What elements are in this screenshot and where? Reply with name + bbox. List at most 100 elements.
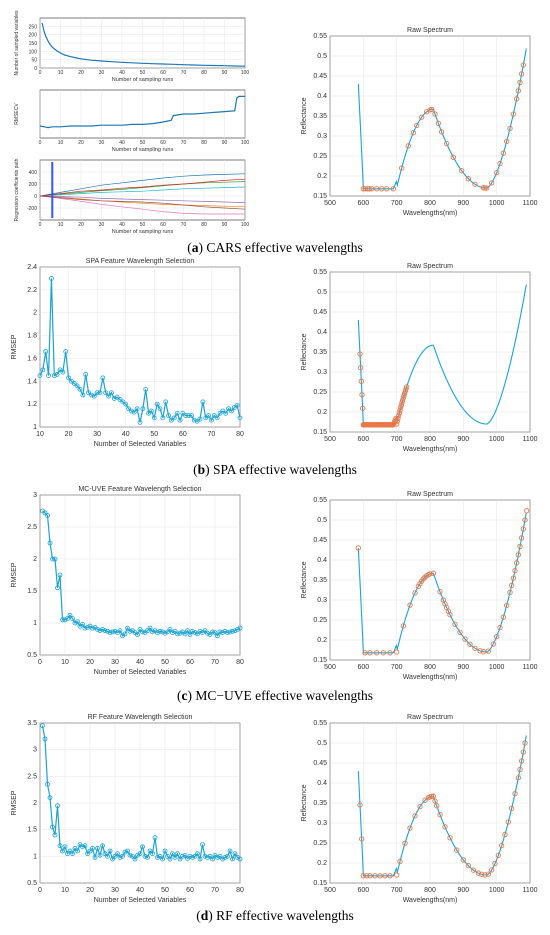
caption-a: (a) CARS effective wavelengths [187, 240, 363, 255]
selected-wavelength-marker [520, 526, 526, 532]
data-point [117, 855, 123, 860]
x-tick-label: 10 [58, 140, 64, 146]
data-point [115, 851, 120, 857]
selected-wavelength-marker [519, 758, 525, 764]
data-point [66, 375, 71, 381]
x-tick-label: 70 [211, 659, 219, 666]
selected-wavelength-marker [442, 824, 448, 830]
data-point [154, 401, 160, 407]
y-tick-label: 0.2 [317, 860, 327, 867]
data-point [180, 410, 186, 416]
data-point [137, 627, 143, 632]
y-tick-label: 200 [29, 33, 38, 39]
data-point [217, 629, 223, 635]
selected-wavelength-marker [414, 122, 420, 129]
data-point [106, 393, 111, 399]
y-tick-label: 0.25 [313, 389, 327, 396]
x-tick-label: 10 [36, 431, 44, 438]
data-point [162, 848, 168, 854]
selected-wavelength-marker [520, 749, 526, 755]
selected-wavelength-marker [437, 589, 443, 595]
x-tick-label: 30 [111, 659, 119, 666]
data-point [177, 630, 183, 636]
data-point [172, 855, 178, 860]
y-tick-label: 0 [34, 194, 37, 200]
x-tick-label: 30 [93, 431, 101, 438]
data-point [166, 413, 171, 418]
x-tick-label: 40 [136, 659, 144, 666]
selected-wavelength-marker [505, 819, 511, 825]
data-point [169, 417, 174, 423]
selected-wavelength-marker [522, 740, 528, 746]
data-point [83, 372, 89, 377]
data-point [205, 855, 210, 860]
selected-wavelength-marker [427, 571, 433, 577]
data-point [212, 630, 218, 635]
y-tick-label: 400 [29, 170, 38, 176]
selected-wavelength-marker [499, 842, 505, 849]
data-point [175, 631, 180, 637]
y-tick-label: 0.15 [313, 429, 327, 436]
selected-wavelength-marker [444, 141, 450, 147]
y-tick-label: 1 [33, 424, 37, 431]
x-tick-label: 100 [241, 222, 250, 228]
y-tick-label: 3.5 [27, 720, 37, 727]
data-point [217, 410, 223, 416]
y-tick-label: 3 [33, 492, 37, 499]
x-tick-label: 40 [119, 140, 125, 146]
chart-title: MC-UVE Feature Wavelength Selection [78, 486, 201, 493]
selected-wavelength-marker [447, 835, 453, 841]
y-tick-label: 0.35 [313, 113, 327, 120]
data-point [97, 628, 103, 634]
y-tick-label: 0.3 [317, 820, 327, 827]
data-point [40, 723, 45, 729]
x-axis-label: Wavelengths(nm) [403, 674, 458, 681]
data-point [205, 630, 210, 636]
y-tick-label: 0.3 [317, 133, 327, 140]
selected-wavelength-marker [512, 790, 518, 797]
data-point [235, 627, 240, 632]
selected-wavelength-marker [504, 602, 510, 609]
selected-wavelength-marker [490, 641, 496, 647]
selected-wavelength-marker [430, 793, 436, 799]
y-tick-label: 2.2 [27, 287, 37, 294]
selected-wavelength-marker [514, 96, 520, 102]
y-tick-label: 2 [33, 800, 37, 807]
data-point [135, 632, 140, 637]
x-axis-label: Number of Selected Variables [94, 441, 187, 448]
y-axis-label: Reflectance [301, 97, 308, 134]
data-point [157, 628, 163, 634]
data-point [82, 625, 88, 631]
y-axis-label: Reflectance [301, 784, 308, 821]
chart-title: Raw Spectrum [407, 491, 453, 498]
x-tick-label: 30 [99, 222, 105, 228]
x-tick-label: 500 [324, 887, 336, 894]
x-tick-label: 500 [324, 200, 336, 207]
data-point [130, 853, 135, 859]
x-tick-label: 10 [61, 887, 69, 894]
data-point [112, 628, 118, 634]
selected-wavelength-marker [482, 872, 488, 878]
selected-wavelength-marker [472, 181, 478, 187]
data-point [197, 628, 203, 634]
y-tick-label: 200 [29, 182, 38, 188]
data-point [203, 415, 209, 421]
data-point [147, 848, 153, 854]
data-point [126, 406, 131, 412]
selected-wavelength-marker [454, 847, 460, 853]
data-point [211, 413, 217, 418]
data-point [231, 405, 237, 410]
x-tick-label: 10 [61, 659, 69, 666]
data-point [189, 413, 194, 418]
y-tick-label: 0.25 [313, 840, 327, 847]
selected-wavelength-marker [404, 384, 410, 390]
selected-wavelength-marker [390, 186, 396, 192]
data-point [122, 631, 128, 637]
y-tick-label: 0.35 [313, 800, 327, 807]
spectrum-line [357, 735, 527, 877]
data-point [60, 369, 66, 375]
selected-wavelength-marker [399, 165, 405, 171]
x-axis-label: Number of sampling runs [112, 77, 174, 83]
y-tick-label: 0.15 [313, 193, 327, 200]
x-tick-label: 600 [357, 200, 369, 207]
